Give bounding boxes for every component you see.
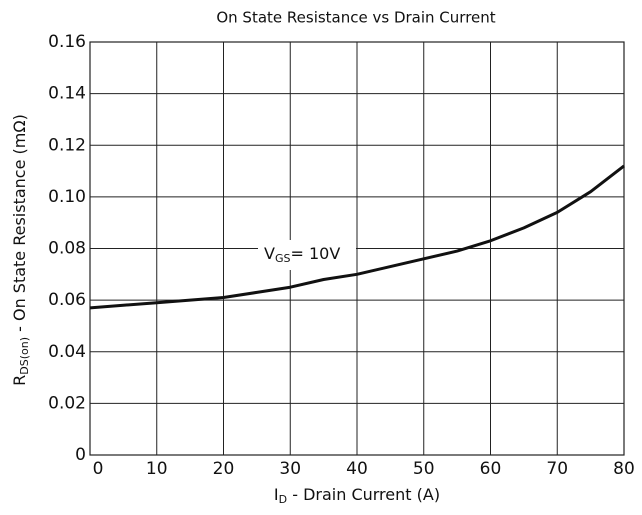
annotation-rest: = 10V [290, 244, 340, 263]
x-tick-label: 40 [346, 459, 368, 479]
x-axis-label: ID - Drain Current (A) [274, 485, 440, 507]
y-axis-label: RDS(on) - On State Resistance (mΩ) [10, 114, 32, 386]
y-tick-label: 0.10 [48, 187, 86, 207]
x-tick-label: 30 [279, 459, 301, 479]
y-label-sub: DS(on) [18, 337, 31, 375]
y-tick-label: 0.14 [48, 84, 86, 104]
data-line [89, 164, 625, 310]
x-tick-label: 20 [213, 459, 235, 479]
x-tick-label: 0 [93, 459, 104, 479]
annotation-sub: GS [275, 252, 291, 265]
x-tick-label: 70 [546, 459, 568, 479]
x-tick-label: 80 [613, 459, 635, 479]
annotation-main: V [264, 244, 275, 263]
y-tick-label: 0.12 [48, 135, 86, 155]
y-tick-label: 0.16 [48, 32, 86, 52]
y-label-main: R [10, 375, 29, 386]
annotation: VGS= 10V [264, 244, 340, 266]
x-label-main: I [274, 485, 279, 504]
chart-title: On State Resistance vs Drain Current [216, 9, 495, 27]
y-tick-label: 0.08 [48, 239, 86, 259]
annotation-bg [258, 240, 356, 270]
x-label-rest: - Drain Current (A) [287, 485, 440, 504]
plot-area [89, 41, 625, 456]
y-tick-label: 0.02 [48, 393, 86, 413]
y-label-rest: - On State Resistance (mΩ) [10, 114, 29, 337]
x-tick-label: 10 [146, 459, 168, 479]
y-tick-label: 0.06 [48, 290, 86, 310]
y-tick-label: 0 [75, 445, 86, 465]
y-tick-label: 0.04 [48, 342, 86, 362]
x-tick-label: 60 [480, 459, 502, 479]
x-tick-label: 50 [413, 459, 435, 479]
x-label-sub: D [279, 493, 287, 506]
